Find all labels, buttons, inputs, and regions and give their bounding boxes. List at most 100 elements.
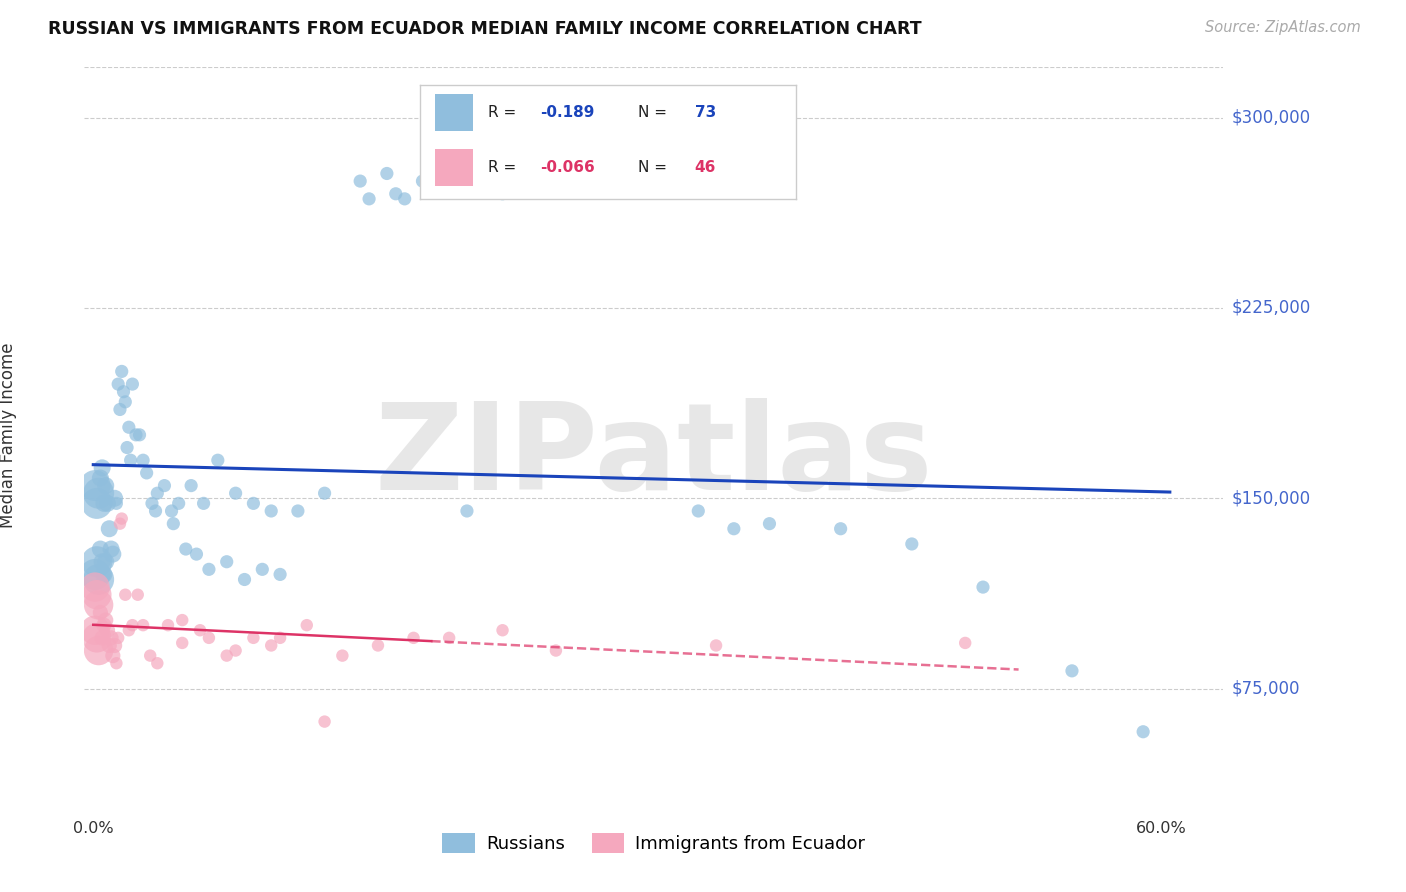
Point (118, 420, 141, 434)
Text: Median Family Income: Median Family Income (0, 343, 17, 527)
Point (1132, 724, 1154, 739)
Text: ZIPatlas: ZIPatlas (374, 399, 934, 516)
Text: RUSSIAN VS IMMIGRANTS FROM ECUADOR MEDIAN FAMILY INCOME CORRELATION CHART: RUSSIAN VS IMMIGRANTS FROM ECUADOR MEDIA… (48, 20, 921, 37)
Point (198, 562, 221, 576)
Point (402, 631, 425, 645)
Point (260, 639, 283, 653)
Point (86, 588, 108, 602)
Point (411, 174, 433, 188)
Text: Source: ZipAtlas.com: Source: ZipAtlas.com (1205, 20, 1361, 35)
Point (375, 166, 398, 180)
Point (198, 631, 221, 645)
Point (295, 618, 318, 632)
Point (269, 631, 291, 645)
Point (972, 580, 994, 594)
Point (135, 466, 157, 480)
Point (100, 542, 122, 557)
Point (93, 618, 115, 632)
Point (125, 427, 148, 442)
Point (146, 486, 169, 500)
Point (252, 562, 274, 576)
Point (180, 478, 202, 492)
Point (101, 648, 124, 663)
Point (242, 631, 264, 645)
Point (420, 161, 443, 176)
Point (89, 606, 111, 620)
Point (118, 624, 141, 638)
Point (242, 496, 264, 510)
Point (225, 486, 247, 500)
Point (314, 486, 336, 500)
Point (260, 504, 283, 518)
Point (91, 631, 114, 645)
Point (127, 588, 149, 602)
Point (953, 636, 976, 650)
Point (188, 624, 211, 638)
Point (314, 714, 336, 729)
Point (91, 555, 114, 569)
Point (394, 192, 416, 206)
Point (121, 618, 143, 632)
Point (94, 613, 117, 627)
Point (93, 496, 115, 510)
Legend: Russians, Immigrants from Ecuador: Russians, Immigrants from Ecuador (436, 826, 872, 860)
Point (120, 453, 142, 467)
Text: $225,000: $225,000 (1232, 299, 1312, 317)
Point (146, 657, 169, 671)
Point (758, 516, 780, 531)
Point (456, 504, 478, 518)
Point (89, 471, 111, 485)
Point (100, 631, 122, 645)
Point (94, 478, 117, 492)
Point (688, 504, 710, 518)
Point (98, 639, 121, 653)
Point (215, 555, 238, 569)
Point (94, 555, 117, 569)
Point (96, 496, 118, 510)
Point (87, 598, 110, 612)
Point (225, 643, 247, 657)
Point (359, 192, 381, 206)
Point (233, 573, 256, 587)
Text: 60.0%: 60.0% (1136, 821, 1187, 836)
Point (491, 624, 513, 638)
Point (437, 631, 460, 645)
Point (84, 580, 107, 594)
Point (332, 648, 354, 663)
Point (704, 639, 727, 653)
Point (101, 547, 124, 561)
Point (172, 636, 194, 650)
Point (114, 588, 136, 602)
Point (132, 618, 155, 632)
Point (174, 542, 197, 557)
Point (84, 624, 107, 638)
Point (86, 496, 108, 510)
Point (128, 427, 150, 442)
Point (84, 478, 107, 492)
Point (160, 504, 183, 518)
Point (107, 631, 129, 645)
Point (901, 537, 924, 551)
Point (105, 496, 128, 510)
Point (132, 453, 155, 467)
Point (121, 377, 143, 392)
Point (215, 648, 238, 663)
Point (86, 555, 108, 569)
Text: $300,000: $300,000 (1232, 109, 1312, 127)
Point (367, 639, 389, 653)
Text: $75,000: $75,000 (1232, 680, 1301, 698)
Point (107, 377, 129, 392)
Point (104, 639, 127, 653)
Point (830, 522, 852, 536)
Point (105, 657, 128, 671)
Point (207, 453, 229, 467)
Point (723, 522, 745, 536)
Point (172, 613, 194, 627)
Point (87, 643, 110, 657)
Point (287, 504, 309, 518)
Point (104, 491, 127, 506)
Point (193, 496, 215, 510)
Point (456, 174, 478, 188)
Text: 0.0%: 0.0% (73, 821, 114, 836)
Text: $150,000: $150,000 (1232, 490, 1312, 508)
